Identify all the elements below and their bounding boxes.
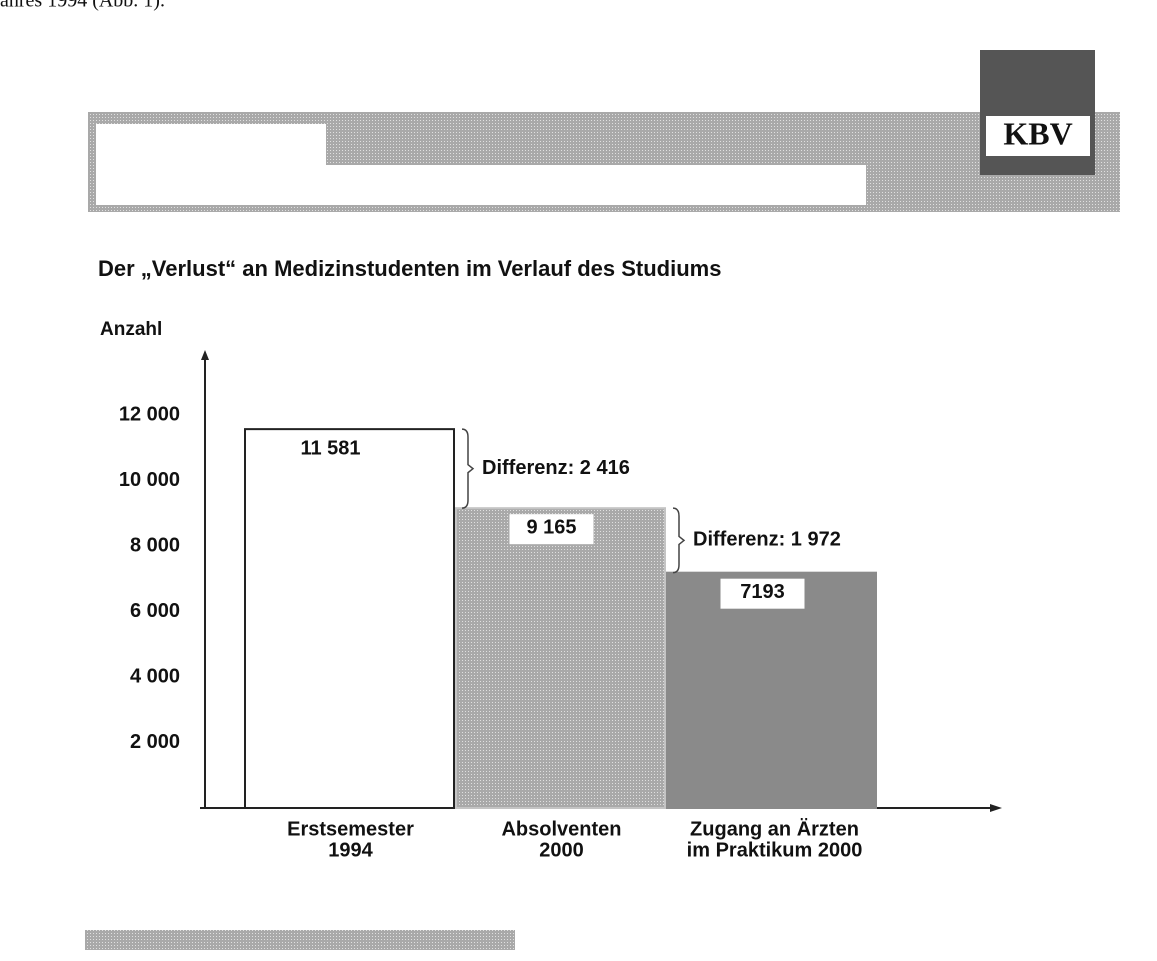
x-tick-label: Zugang an Ärzten	[690, 817, 859, 840]
bar	[244, 428, 455, 809]
header-box	[96, 165, 866, 205]
x-tick-label: im Praktikum 2000	[687, 839, 863, 861]
y-axis-label: Anzahl	[100, 319, 162, 340]
chart-title: Der „Verlust“ an Medizinstudenten im Ver…	[98, 256, 721, 281]
y-tick-label: 4 000	[130, 665, 180, 687]
value-label: 9 165	[526, 516, 576, 538]
footer-box	[85, 930, 515, 950]
y-tick-label: 10 000	[119, 469, 180, 491]
logo-box	[980, 50, 1095, 175]
logo: KBV	[1003, 115, 1072, 151]
value-label: 11 581	[300, 437, 360, 459]
y-axis-arrow	[201, 350, 209, 360]
bar	[666, 571, 877, 810]
cropped-text: ahres 1994 (Abb. 1).	[0, 0, 165, 12]
value-label: 7193	[740, 581, 785, 603]
difference-brace	[672, 507, 686, 574]
x-tick-label: 2000	[539, 839, 584, 861]
x-tick-label: Absolventen	[501, 818, 621, 840]
value-label-box	[720, 578, 805, 609]
y-tick-label: 12 000	[119, 404, 180, 426]
x-tick-label: 1994	[328, 839, 373, 861]
x-tick-label: Erstsemester	[287, 818, 414, 840]
x-axis-arrow	[990, 804, 1002, 812]
value-label-box	[509, 514, 594, 545]
annotation: Differenz: 1 972	[693, 529, 841, 551]
bar	[455, 507, 666, 809]
y-tick-label: 6 000	[130, 600, 180, 622]
y-tick-label: 8 000	[130, 535, 180, 557]
annotation: Differenz: 2 416	[482, 457, 630, 479]
difference-brace	[461, 428, 475, 509]
y-tick-label: 2 000	[130, 731, 180, 753]
logo-label-box	[986, 116, 1090, 156]
